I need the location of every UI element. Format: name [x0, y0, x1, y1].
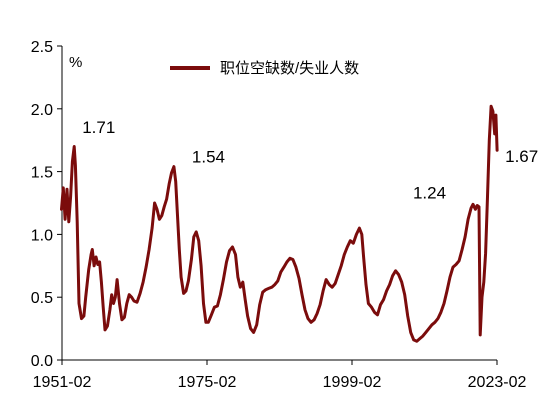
annotation-label: 1.71 — [82, 118, 115, 137]
legend: 职位空缺数/失业人数 — [170, 60, 359, 77]
x-ticks: 1951-02 1975-02 1999-02 2023-02 — [33, 360, 527, 391]
x-tick-label: 2023-02 — [468, 374, 527, 391]
y-tick-label: 2.5 — [31, 39, 53, 56]
x-tick-label: 1951-02 — [33, 374, 92, 391]
unit-label: % — [69, 54, 82, 71]
x-tick-label: 1999-02 — [323, 374, 382, 391]
y-tick-label: 2.0 — [31, 102, 53, 119]
x-tick-label: 1975-02 — [178, 374, 237, 391]
y-ticks: 0.0 0.5 1.0 1.5 2.0 2.5 — [31, 39, 62, 370]
plot-area — [60, 104, 499, 343]
y-tick-label: 1.5 — [31, 165, 53, 182]
axes — [61, 46, 497, 361]
legend-label: 职位空缺数/失业人数 — [220, 60, 359, 77]
annotation-label: 1.24 — [413, 183, 446, 202]
annotations: 1.71 1.54 1.24 1.67 — [82, 118, 538, 202]
annotation-label: 1.54 — [192, 148, 225, 167]
annotation-label: 1.67 — [505, 147, 538, 166]
y-tick-label: 0.5 — [31, 290, 53, 307]
y-tick-label: 0.0 — [31, 353, 53, 370]
y-tick-label: 1.0 — [31, 227, 53, 244]
series-line-0 — [60, 104, 499, 343]
